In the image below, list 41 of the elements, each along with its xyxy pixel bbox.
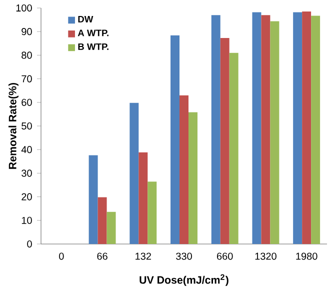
bar (261, 15, 270, 244)
x-tick-label: 1980 (296, 252, 318, 260)
y-tick-label: 80 (22, 52, 32, 59)
x-tick-label: 1320 (255, 252, 276, 260)
bar (302, 12, 312, 244)
bar (252, 12, 262, 244)
bar (88, 155, 98, 244)
y-tick-label: 40 (21, 146, 32, 154)
x-tick-label: 0 (59, 252, 64, 260)
bar (98, 197, 107, 244)
y-axis-title: Removal Rate(%) (8, 82, 18, 169)
legend-label: DW (78, 16, 94, 22)
x-tick-label: 660 (217, 252, 233, 260)
bar (138, 152, 148, 244)
y-tick-label: 100 (16, 4, 32, 12)
x-tick-label: 132 (136, 252, 151, 260)
y-tick-label: 20 (22, 193, 32, 200)
bar (180, 95, 188, 244)
x-tick-label: 330 (176, 252, 192, 260)
bar (130, 102, 139, 244)
y-tick-label: 10 (22, 216, 32, 224)
bar (170, 35, 180, 244)
bar (220, 38, 230, 244)
x-axis-title: UV Dose(mJ/cm$^{2}$) (140, 274, 228, 286)
bar (106, 212, 116, 244)
bar (270, 21, 280, 244)
bar (229, 52, 238, 244)
bar (148, 182, 157, 244)
x-tick-label: 66 (97, 252, 108, 260)
y-tick-label: 90 (22, 28, 32, 36)
bar (188, 112, 198, 244)
bar (293, 12, 302, 244)
y-tick-label: 50 (22, 122, 32, 130)
legend-label: B WTP. (78, 43, 108, 50)
legend-label: A WTP. (78, 30, 108, 36)
bar (311, 16, 320, 244)
bar (211, 15, 220, 244)
y-tick-label: 60 (22, 98, 32, 106)
y-tick-label: 30 (22, 170, 32, 177)
y-tick-label: 0 (27, 240, 32, 248)
y-tick-label: 70 (22, 75, 32, 82)
